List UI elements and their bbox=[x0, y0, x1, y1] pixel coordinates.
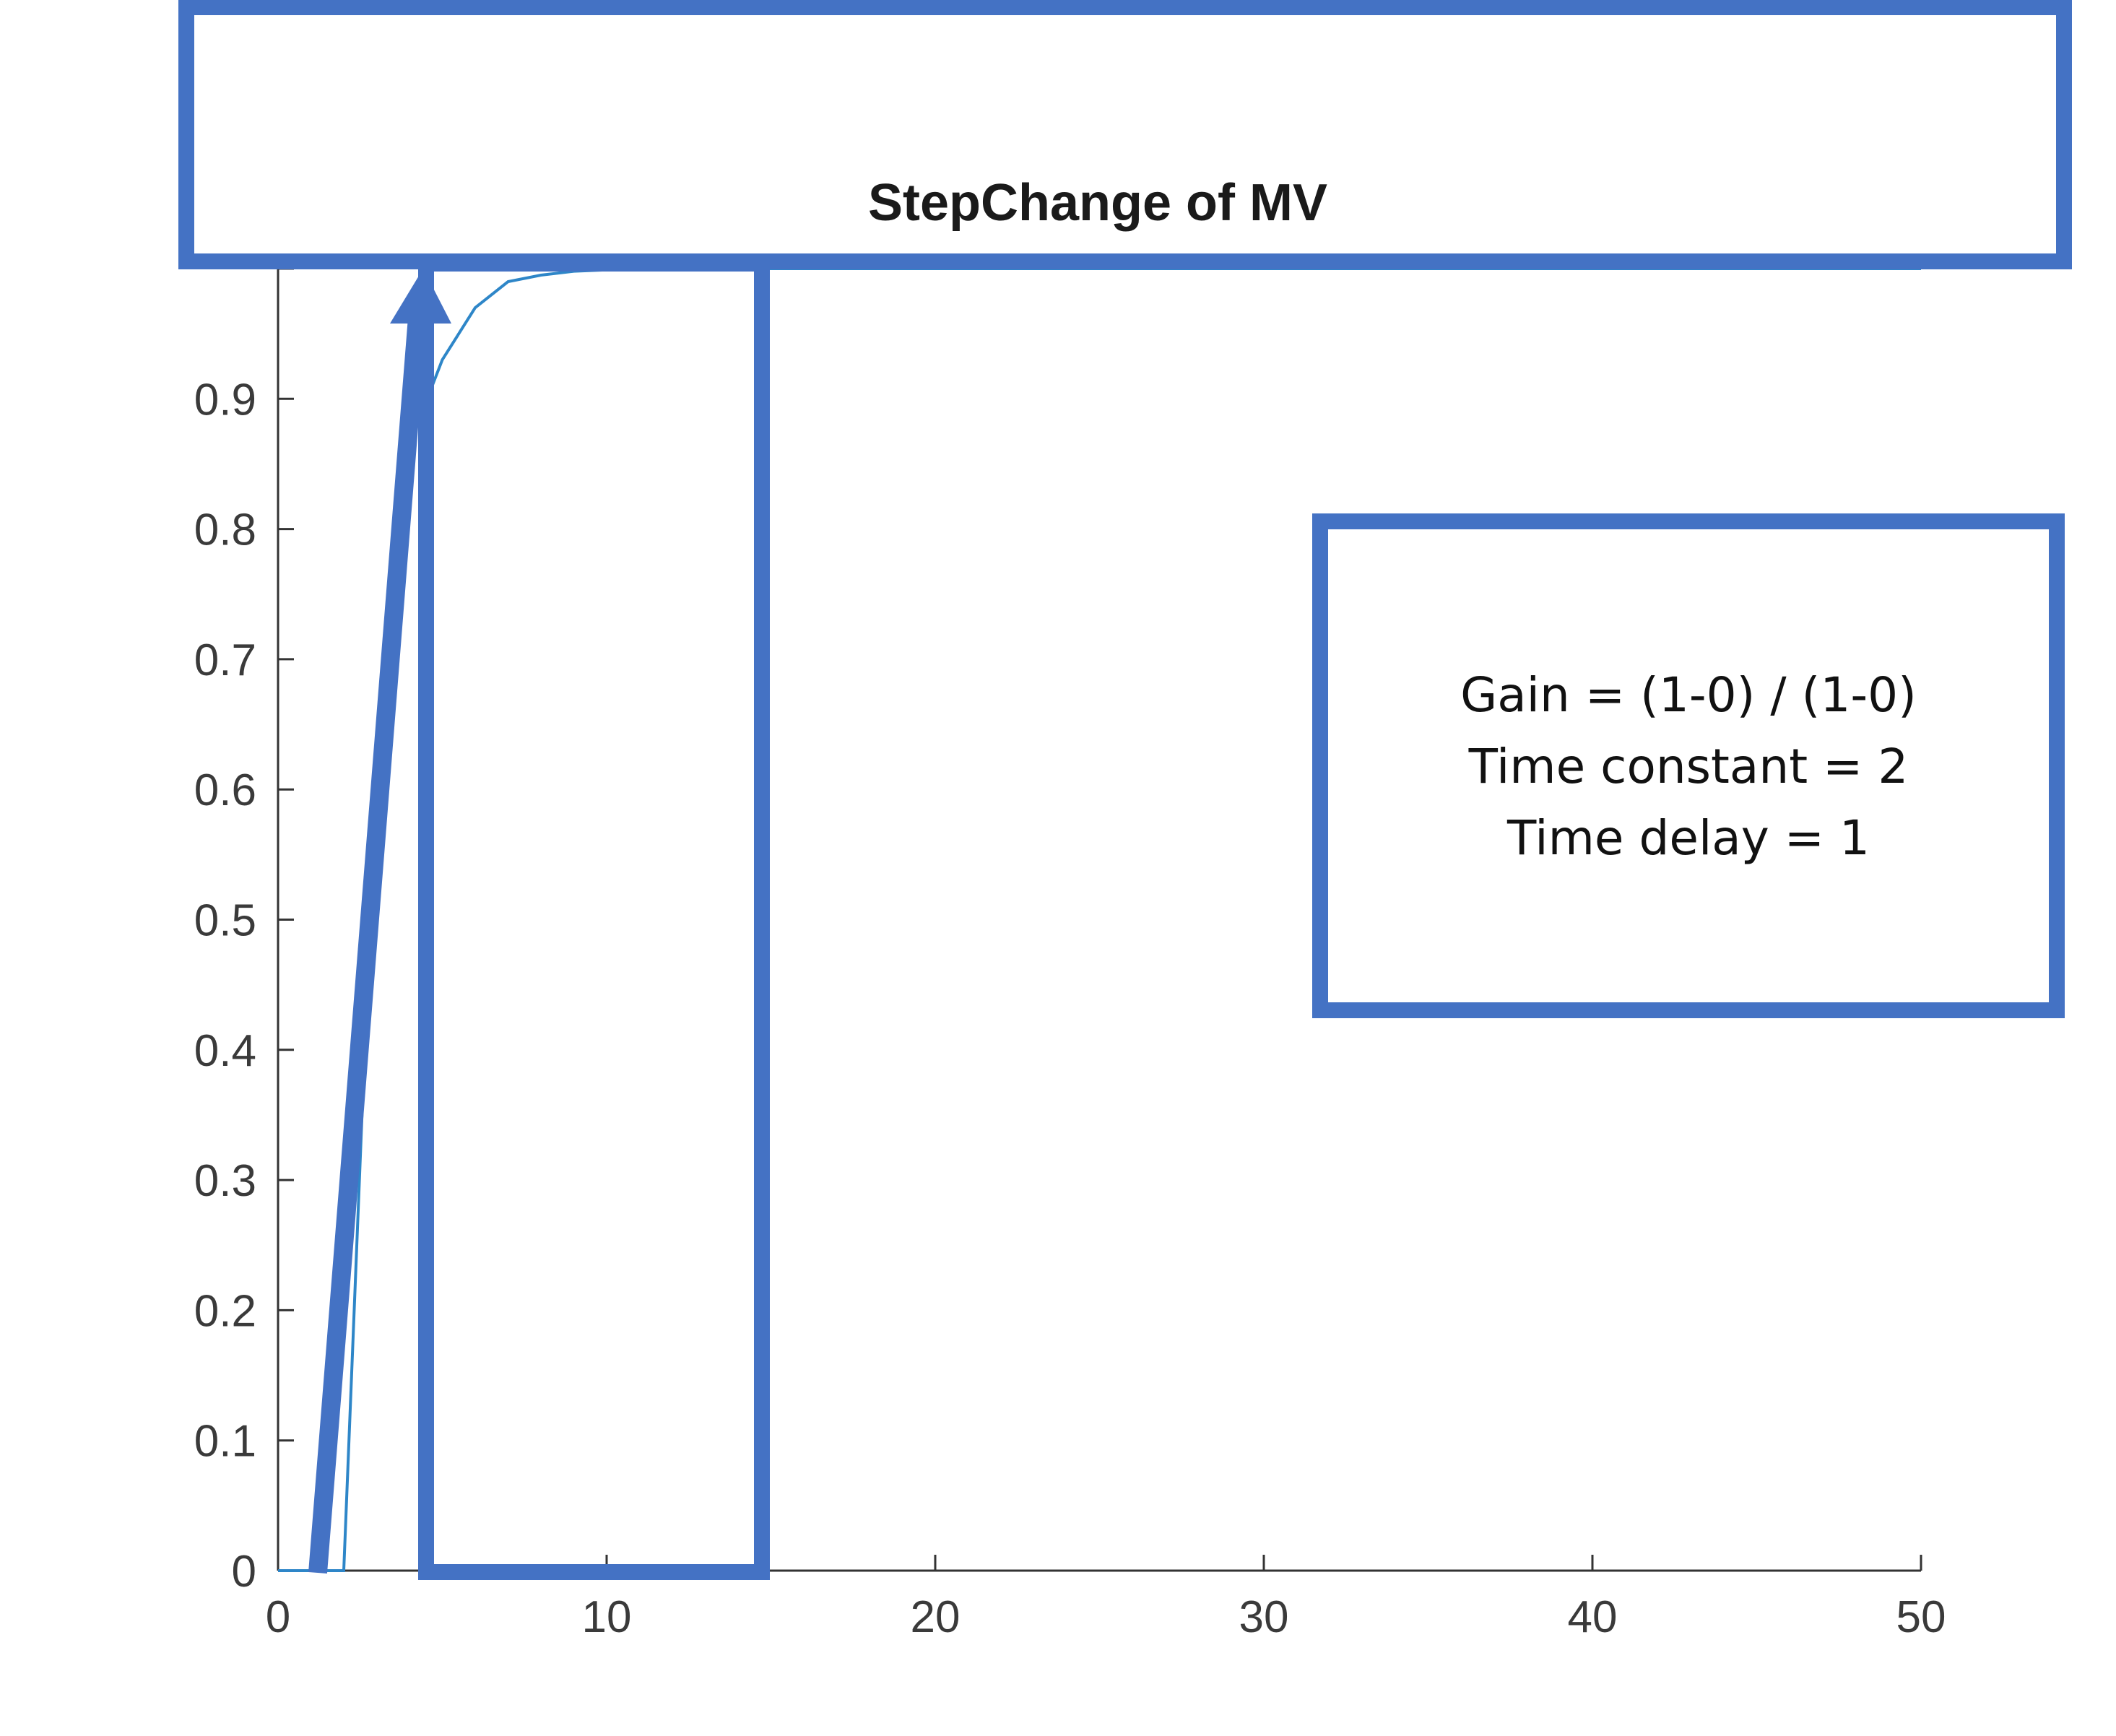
y-ticks: 0 0.1 0.2 0.3 0.4 0.5 0.6 0.7 0.8 0.9 bbox=[194, 267, 294, 1597]
rise-region-highlight-box bbox=[418, 256, 770, 1580]
y-tick-label: 0 bbox=[232, 1547, 256, 1597]
parameters-note-box bbox=[1312, 513, 2065, 1018]
y-tick-label: 0.9 bbox=[194, 375, 256, 425]
arrow-head bbox=[390, 269, 451, 324]
note-time-constant: Time constant = 2 bbox=[1468, 739, 1909, 794]
y-tick-label: 0.3 bbox=[194, 1156, 256, 1206]
x-tick-label: 10 bbox=[582, 1592, 632, 1642]
chart-title: StepChange of MV bbox=[868, 174, 1327, 232]
x-ticks: 0 10 20 30 40 50 bbox=[266, 1555, 1946, 1642]
y-tick-label: 0.1 bbox=[194, 1417, 256, 1467]
y-tick-label: 0.4 bbox=[194, 1026, 256, 1076]
arrow-shaft bbox=[308, 316, 427, 1574]
x-tick-label: 30 bbox=[1239, 1592, 1289, 1642]
note-time-delay: Time delay = 1 bbox=[1506, 810, 1870, 866]
y-tick-label: 0.8 bbox=[194, 505, 256, 555]
title-highlight-box bbox=[178, 0, 2072, 269]
x-tick-label: 20 bbox=[911, 1592, 961, 1642]
y-tick-label: 0.2 bbox=[194, 1286, 256, 1336]
x-tick-label: 40 bbox=[1568, 1592, 1618, 1642]
x-tick-label: 50 bbox=[1896, 1592, 1946, 1642]
y-tick-label: 0.6 bbox=[194, 765, 256, 815]
y-tick-label: 0.7 bbox=[194, 635, 256, 685]
note-gain: Gain = (1-0) / (1-0) bbox=[1460, 667, 1917, 723]
y-tick-label: 0.5 bbox=[194, 896, 256, 946]
x-tick-label: 0 bbox=[266, 1592, 290, 1642]
annotation-layer: StepChange of MV Gain = (1-0) / (1-0) Ti… bbox=[178, 0, 2072, 1580]
